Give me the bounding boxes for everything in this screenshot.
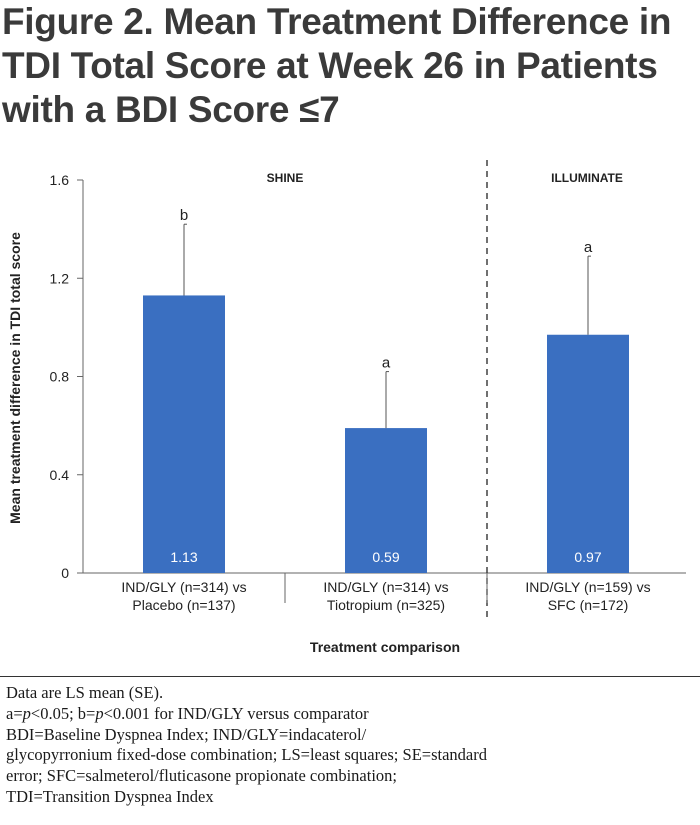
x-category-label-line1: IND/GLY (n=314) vs [121,579,246,595]
footnote-divider [0,676,700,677]
bar-value-label: 1.13 [170,549,197,565]
footnotes: Data are LS mean (SE). a=p<0.05; b=p<0.0… [6,683,694,808]
bar-value-label: 0.59 [372,549,399,565]
group-label-illuminate: ILLUMINATE [551,171,623,185]
footnote-line: a=p<0.05; b=p<0.001 for IND/GLY versus c… [6,703,369,723]
footnote-line: Data are LS mean (SE). [6,683,164,702]
figure-title: Figure 2. Mean Treatment Difference in T… [2,1,672,130]
bar [143,295,225,573]
x-axis-label: Treatment comparison [310,639,460,655]
footnote-line: TDI=Transition Dyspnea Index [6,786,214,806]
y-tick-label: 1.6 [50,172,70,188]
x-category-label-line2: Placebo (n=137) [132,597,235,613]
y-tick-label: 0.8 [50,369,70,385]
bar [547,334,629,573]
significance-label: b [180,207,188,224]
x-category-label-line1: IND/GLY (n=159) vs [525,579,650,595]
bar [345,428,427,573]
footnote-line: BDI=Baseline Dyspnea Index; IND/GLY=inda… [6,724,367,744]
significance-label: a [382,355,391,372]
y-tick-label: 0.4 [50,467,70,483]
x-category-label-line2: SFC (n=172) [548,597,629,613]
significance-label: a [584,239,593,256]
bar-value-label: 0.97 [574,549,601,565]
group-label-shine: SHINE [267,171,304,185]
y-tick-label: 0 [61,565,69,581]
bar-chart: Mean treatment difference in TDI total s… [7,160,686,655]
x-category-label-line1: IND/GLY (n=314) vs [323,579,448,595]
x-category-label-line2: Tiotropium (n=325) [327,597,445,613]
footnote-line: error; SFC=salmeterol/fluticasone propio… [6,766,398,786]
footnote-line: glycopyrronium fixed-dose combination; L… [6,745,487,765]
y-axis-label: Mean treatment difference in TDI total s… [7,232,23,524]
y-tick-label: 1.2 [50,270,70,286]
